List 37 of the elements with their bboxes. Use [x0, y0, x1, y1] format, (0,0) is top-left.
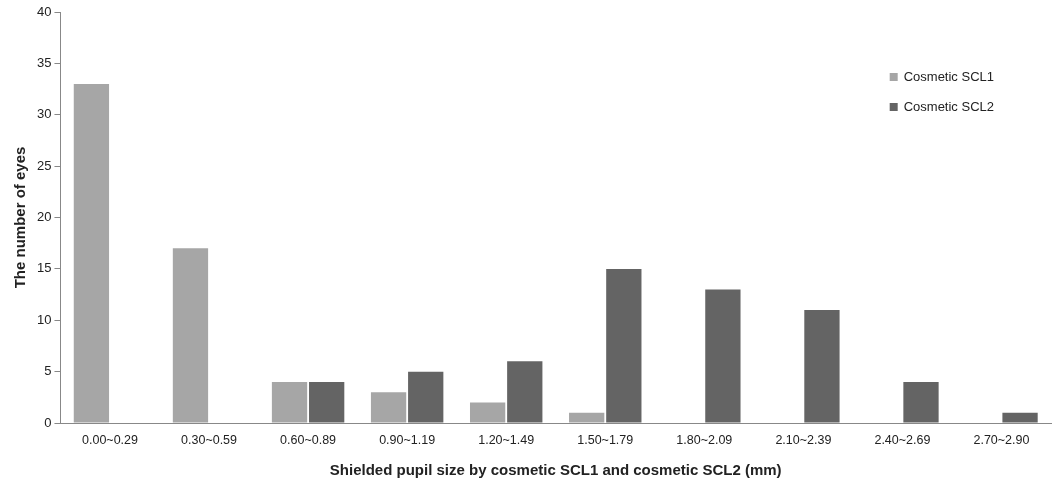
y-tick-label: 40 — [36, 3, 52, 19]
y-tick-label: 5 — [44, 363, 52, 379]
x-tick-label: 0.90~1.19 — [379, 432, 436, 447]
bar — [804, 309, 840, 423]
x-tick-label: 0.30~0.59 — [181, 432, 238, 447]
y-tick-label: 25 — [36, 157, 52, 173]
x-tick-label: 0.00~0.29 — [82, 432, 139, 447]
legend-label: Cosmetic SCL2 — [903, 98, 994, 114]
y-tick-label: 0 — [44, 414, 52, 430]
bar — [569, 412, 605, 423]
bar — [606, 268, 642, 423]
legend-label: Cosmetic SCL1 — [903, 68, 994, 84]
bar — [73, 83, 110, 423]
bar — [903, 381, 939, 423]
bar — [172, 248, 209, 423]
bar — [370, 392, 407, 423]
x-tick-label: 2.10~2.39 — [775, 432, 832, 447]
bar — [507, 361, 543, 423]
y-tick-label: 30 — [36, 106, 52, 122]
x-tick-label: 1.80~2.09 — [676, 432, 733, 447]
x-axis-title: Shielded pupil size by cosmetic SCL1 and cosmetic SCL2 (mm) — [329, 461, 782, 479]
bar — [1002, 412, 1038, 423]
y-tick-label: 35 — [36, 54, 52, 70]
y-tick-label: 20 — [36, 209, 52, 225]
bar — [469, 402, 506, 423]
bar — [408, 371, 444, 423]
x-tick-label: 1.20~1.49 — [478, 432, 535, 447]
x-tick-label: 0.60~0.89 — [280, 432, 337, 447]
x-tick-label: 2.40~2.69 — [874, 432, 931, 447]
y-tick-label: 10 — [36, 311, 52, 327]
x-tick-label: 2.70~2.90 — [973, 432, 1030, 447]
bar — [705, 289, 741, 423]
y-tick-label: 15 — [36, 260, 52, 276]
y-axis-title: The number of eyes — [11, 146, 29, 289]
bar — [271, 381, 308, 423]
bar — [309, 381, 345, 423]
x-tick-label: 1.50~1.79 — [577, 432, 634, 447]
